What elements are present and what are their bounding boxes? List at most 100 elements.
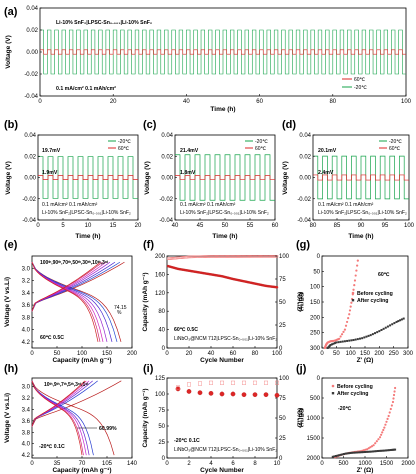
nyquist-before-g-33 bbox=[348, 309, 352, 312]
xtick-label-d-4: 100 bbox=[404, 223, 415, 229]
ytick-label-h-6: 4.2 bbox=[22, 453, 31, 459]
ytick-label-e-1: 3.2 bbox=[22, 279, 31, 285]
nyquist-after-j-30 bbox=[380, 449, 383, 452]
nyquist-after-j-39 bbox=[393, 448, 396, 451]
nyquist-before-j-37 bbox=[388, 411, 391, 414]
ytick-label-g-2: 100 bbox=[310, 285, 321, 291]
nyquist-after-j-27 bbox=[375, 450, 378, 453]
ce-point-i-8 bbox=[252, 380, 257, 385]
capacity-point-i-3 bbox=[197, 390, 203, 396]
xlabel-c: Time (h) bbox=[212, 233, 237, 240]
nyquist-before-g-42 bbox=[355, 269, 358, 272]
legend-label-d-20: -20℃ bbox=[389, 139, 402, 145]
ytick-label-d-2: 0.00 bbox=[299, 176, 311, 182]
nyquist-after-j-7 bbox=[343, 453, 346, 455]
nyquist-before-j-33 bbox=[384, 423, 387, 426]
ytick-label-c-2: 0.00 bbox=[161, 176, 173, 182]
nyquist-after-g-36 bbox=[395, 320, 398, 323]
nyquist-after-g-13 bbox=[346, 339, 349, 342]
condition-label-b: 0.1 mA/cm² 0.1 mAh/cm² bbox=[42, 202, 98, 208]
ce-point-i-6 bbox=[230, 380, 235, 385]
xtick-label-a-3: 60 bbox=[256, 99, 263, 105]
nyquist-after-g-11 bbox=[341, 340, 344, 343]
xtick-label-d-0: 80 bbox=[310, 223, 317, 229]
voltage-trace-b bbox=[38, 156, 138, 199]
charge-curve-h-1 bbox=[31, 380, 122, 427]
nyquist-after-g-22 bbox=[365, 335, 368, 338]
nyquist-before-j-23 bbox=[370, 445, 374, 448]
condition-label-e: 60℃ 0.5C bbox=[40, 334, 64, 341]
ytick-label-b-2: 0.00 bbox=[24, 176, 36, 182]
ytick-label-f-5: 200 bbox=[155, 254, 166, 260]
nyquist-after-j-28 bbox=[376, 450, 379, 452]
nyquist-after-g-5 bbox=[331, 343, 334, 346]
xtick-label-g-3: 150 bbox=[360, 351, 371, 357]
panel-label-g: (g) bbox=[296, 239, 310, 251]
xlabel-b: Time (h) bbox=[75, 233, 100, 240]
nyquist-before-g-38 bbox=[352, 288, 355, 291]
panel-e: (e) 0 50 100 150 200 3.0 3.2 3.4 3.6 3.8 4.0 4.2 10… bbox=[4, 239, 138, 364]
ytick-label-d-0: 0.04 bbox=[299, 133, 311, 139]
xtick-label-j-4: 2000 bbox=[401, 461, 415, 467]
xtick-label-g-4: 200 bbox=[374, 351, 385, 357]
nyquist-before-j-40 bbox=[391, 400, 395, 404]
legend-label-b-60: 60℃ bbox=[118, 146, 130, 152]
xtick-label-b-0: 0 bbox=[36, 223, 40, 229]
ytick-label-i-4: 100 bbox=[155, 392, 166, 398]
nyquist-before-j-35 bbox=[386, 417, 389, 420]
nyquist-after-j-31 bbox=[381, 449, 384, 452]
ytick-label-g-3: 150 bbox=[310, 300, 321, 306]
nyquist-before-j-21 bbox=[367, 447, 370, 450]
ytick-label-h-3: 3.6 bbox=[22, 419, 31, 425]
xtick-label-i-0: 0 bbox=[165, 461, 169, 467]
nyquist-after-g-23 bbox=[367, 334, 370, 337]
voltage-trace-a bbox=[40, 29, 406, 75]
charge-discharge-curves-e bbox=[31, 261, 125, 342]
nyquist-after-j-24 bbox=[370, 450, 373, 453]
cell-label-i: LiNbO₃@NCM 712|LPSC-Sn₀.₀₀₁|Li-10% SnF₂ bbox=[174, 447, 277, 453]
ytick-label-a-1: 0.02 bbox=[26, 28, 38, 34]
xlabel-d: Time (h) bbox=[348, 233, 373, 240]
xtick-label-a-0: 0 bbox=[38, 99, 42, 105]
ce-point-f-100 bbox=[275, 255, 279, 258]
xtick-label-c-3: 55 bbox=[247, 223, 254, 229]
nyquist-after-g-19 bbox=[358, 337, 361, 340]
nyquist-before-g-43 bbox=[356, 264, 359, 267]
y2tick-label-i-4: 100 bbox=[279, 376, 290, 382]
nyquist-after-j-29 bbox=[378, 449, 381, 452]
condition-label-d: 0.1 mA/cm² 0.1 mAh/cm² bbox=[318, 202, 374, 208]
xtick-label-h-3: 105 bbox=[102, 461, 113, 467]
xtick-label-e-0: 0 bbox=[30, 351, 34, 357]
legend-label-a-20: -20℃ bbox=[354, 85, 367, 91]
series-line-b-1 bbox=[38, 175, 138, 180]
xtick-label-h-4: 140 bbox=[127, 461, 138, 467]
discharge-curve-h-3 bbox=[31, 380, 94, 456]
capacity-point-i-4 bbox=[208, 391, 214, 396]
xtick-label-c-0: 40 bbox=[172, 223, 179, 229]
ytick-label-e-6: 4.2 bbox=[22, 340, 31, 346]
ce-point-i-4 bbox=[208, 380, 213, 385]
ytick-label-h-5: 4.0 bbox=[22, 442, 31, 448]
nyquist-after-g-20 bbox=[361, 337, 364, 340]
ytick-label-a-3: -0.02 bbox=[24, 72, 38, 78]
nyquist-before-g-30 bbox=[345, 320, 349, 324]
panel-b: (b) 0 5 10 15 20 0.04 0.02 0.00 -0.02 -0.04 19.7m… bbox=[4, 119, 142, 240]
nyquist-after-j-40 bbox=[394, 448, 397, 451]
nyquist-after-j-3 bbox=[336, 454, 339, 457]
xtick-label-j-3: 1500 bbox=[380, 461, 394, 467]
condition-label-f: 60℃ 0.5C bbox=[174, 326, 198, 333]
nyquist-before-g-35 bbox=[350, 301, 353, 304]
ytick-label-c-0: 0.04 bbox=[161, 133, 173, 139]
series-line-d-1 bbox=[313, 174, 409, 181]
xtick-label-b-2: 10 bbox=[85, 223, 92, 229]
nyquist-before-j-26 bbox=[375, 440, 378, 443]
ce-point-i-1 bbox=[175, 385, 180, 390]
nyquist-before-j-44 bbox=[394, 386, 397, 390]
y2tick-label-f-4: 100 bbox=[279, 254, 290, 260]
temperature-g: 60℃ bbox=[378, 271, 390, 278]
cell-label-f: LiNbO₃@NCM 712|LPSC-Sn₀.₀₀₁|Li-10% SnF₂ bbox=[174, 336, 277, 342]
nyquist-before-j-41 bbox=[392, 397, 395, 400]
